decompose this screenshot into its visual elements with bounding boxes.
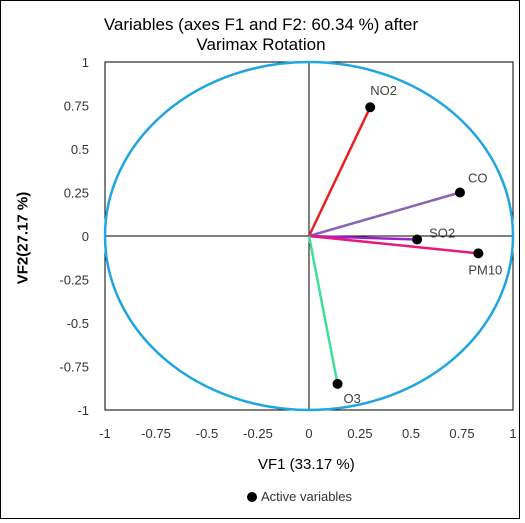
vector-so2	[308, 234, 418, 241]
x-tick-label: 1	[509, 426, 516, 441]
x-tick-label: 0.25	[347, 426, 372, 441]
point-label-co: CO	[468, 171, 488, 186]
point-co	[454, 187, 465, 198]
y-tick-label: 1	[82, 55, 89, 70]
y-tick-label: -0.75	[59, 360, 89, 375]
vector-co	[308, 191, 461, 238]
y-axis-title: VF2(27.17 %)	[14, 191, 32, 285]
x-tick-label: -0.5	[196, 426, 218, 441]
chart-title-line-2: Varimax Rotation	[196, 35, 326, 54]
x-tick-label: -0.25	[243, 426, 273, 441]
x-tick-label: 0.75	[449, 426, 474, 441]
correlation-circle	[103, 60, 515, 412]
point-label-no2: NO2	[370, 83, 397, 98]
x-tick-label: -1	[99, 426, 111, 441]
point-so2	[412, 234, 423, 245]
y-tick-label: -1	[77, 403, 89, 418]
x-axis-title: VF1 (33.17 %)	[258, 456, 355, 473]
point-label-o3: O3	[344, 391, 361, 406]
point-pm10	[473, 248, 484, 259]
point-o3	[332, 378, 343, 389]
y-tick-label: 0.5	[71, 142, 89, 157]
y-tick-label: -0.5	[67, 316, 89, 331]
point-label-pm10: PM10	[468, 262, 502, 277]
vector-pm10	[308, 234, 479, 255]
legend-marker-icon	[247, 491, 257, 502]
vector-o3	[307, 235, 339, 385]
y-tick-label: 0.75	[64, 99, 89, 114]
legend: Active variables	[247, 489, 352, 504]
point-no2	[365, 102, 376, 113]
vector-no2	[307, 106, 372, 237]
y-tick-label: -0.25	[59, 273, 89, 288]
x-tick-label: 0	[305, 426, 312, 441]
x-tick-label: -0.75	[141, 426, 171, 441]
x-tick-label: 0.5	[402, 426, 420, 441]
y-tick-label: 0.25	[64, 186, 89, 201]
point-label-so2: SO2	[429, 225, 455, 240]
y-tick-label: 0	[82, 229, 89, 244]
chart-title-line-1: Variables (axes F1 and F2: 60.34 %) afte…	[103, 15, 419, 34]
legend-label: Active variables	[261, 489, 353, 504]
